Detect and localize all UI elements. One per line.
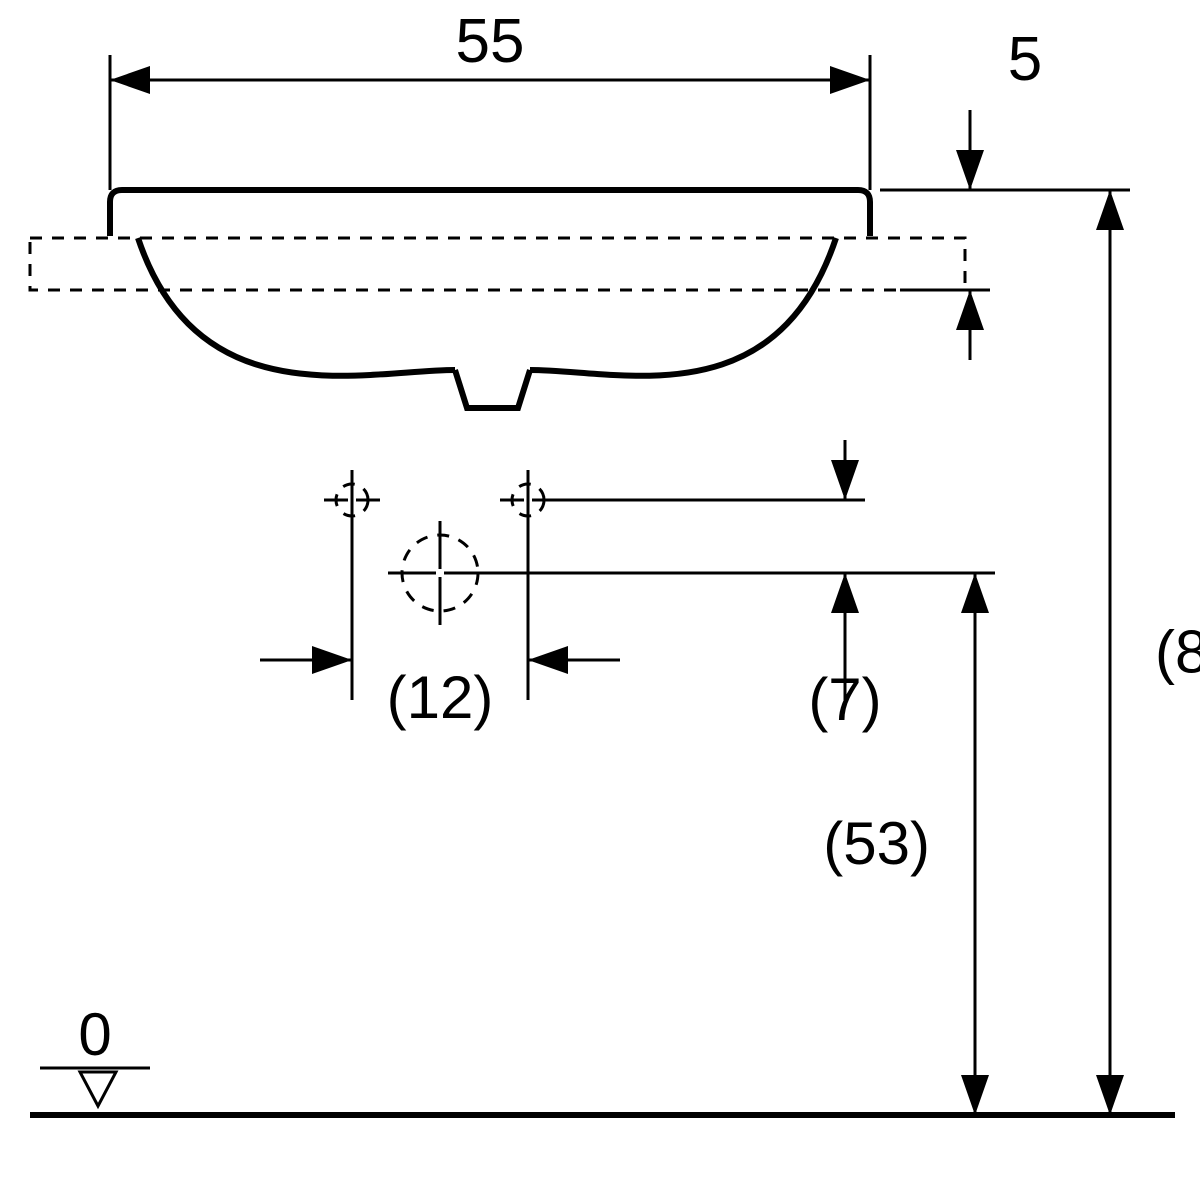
dim-5: 5: [1008, 25, 1042, 94]
dim-53: (53): [823, 810, 930, 877]
dim-7: (7): [808, 666, 881, 733]
datum-zero: 0: [78, 1001, 111, 1068]
dim-55: 55: [456, 7, 525, 76]
dim-85: (85): [1155, 619, 1200, 686]
dimension-drawing: 555(12)(7)(53)(85)0: [0, 0, 1200, 1200]
dim-12: (12): [387, 664, 494, 731]
